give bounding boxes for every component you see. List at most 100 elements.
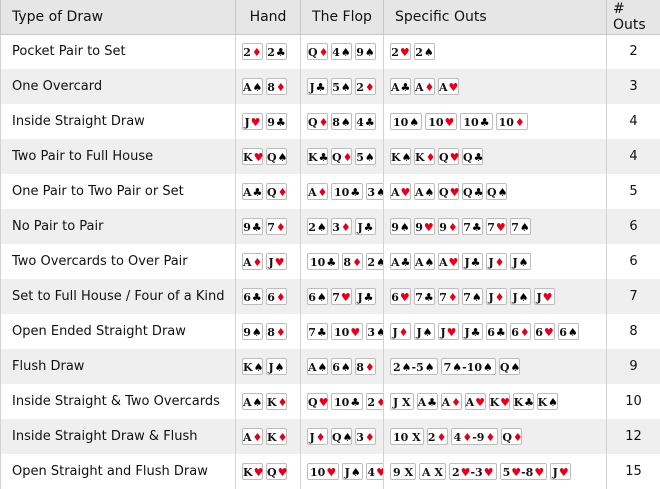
outs-cards: 6♥ 7♣ 7♦ 7♠ J♦ J♠ J♥ bbox=[383, 279, 607, 314]
header-row: Type of Draw Hand The Flop Specific Outs… bbox=[0, 0, 660, 35]
playing-card: J♦ bbox=[486, 288, 507, 305]
playing-card: A♣ bbox=[416, 393, 438, 410]
table-row: Flush Draw K♠ J♠ A♠ 6♠ 8♦ 2♠-5♠ 7♠-10♠ Q♠ 9 bbox=[0, 349, 660, 384]
table-row: Set to Full House / Four of a Kind 6♣ 6♦ 6♠… bbox=[0, 279, 660, 314]
outs-count: 3 bbox=[606, 69, 660, 104]
draw-type: Flush Draw bbox=[0, 349, 236, 384]
playing-card: 6♥ bbox=[390, 288, 411, 305]
playing-card: 2♦ bbox=[242, 43, 263, 61]
playing-card: 7♣ bbox=[414, 288, 435, 305]
hand-cards: K♥ Q♠ bbox=[235, 139, 301, 174]
playing-card: K♥ bbox=[242, 148, 263, 165]
flop-cards: 2♠ 3♦ J♣ bbox=[300, 209, 384, 244]
outs-cards: A♣ A♦ A♥ bbox=[383, 69, 607, 104]
outs-count: 6 bbox=[606, 209, 660, 244]
outs-count: 7 bbox=[606, 279, 660, 314]
playing-card: K♠ bbox=[536, 393, 558, 410]
playing-card: J♣ bbox=[462, 323, 483, 340]
playing-card: 7♣ bbox=[307, 323, 328, 340]
playing-card: J♦ bbox=[307, 428, 328, 445]
playing-card: A♦ bbox=[242, 253, 263, 270]
playing-card: 10♣ bbox=[460, 113, 493, 130]
flop-cards: 10♥J♠4♥ bbox=[300, 454, 384, 489]
playing-card: 5♠ bbox=[355, 148, 376, 165]
outs-count: 5 bbox=[606, 174, 660, 209]
header-hand: Hand bbox=[235, 0, 301, 35]
playing-card: Q♥ bbox=[438, 148, 459, 165]
playing-card: 10♣ bbox=[307, 253, 340, 270]
playing-card: 6♣ bbox=[242, 288, 263, 305]
playing-card: Q♦ bbox=[307, 113, 328, 130]
playing-card: Q♥ bbox=[307, 393, 328, 410]
draw-type: Two Pair to Full House bbox=[0, 139, 236, 174]
playing-card: A♥ bbox=[464, 393, 486, 410]
playing-card: K♦ bbox=[266, 393, 287, 410]
playing-card: J♦ bbox=[486, 253, 507, 270]
playing-card: K♣ bbox=[307, 148, 328, 165]
playing-card: A♥ bbox=[438, 253, 459, 270]
playing-card: K♠ bbox=[390, 148, 411, 165]
hand-cards: 2♦ 2♣ bbox=[235, 34, 301, 69]
wildcard-card: 10 X bbox=[390, 428, 424, 445]
playing-card: 2♦ bbox=[426, 428, 448, 445]
table-row: No Pair to Pair 9♣ 7♦ 2♠ 3♦ J♣ 9♠ 9♥ 9♦ 7♣ 7♥ 7♠ 6 bbox=[0, 209, 660, 244]
playing-card: 2♦ bbox=[355, 78, 376, 95]
playing-card: 6♥ bbox=[534, 323, 555, 340]
playing-card: 7♠ bbox=[462, 288, 483, 305]
card-range: 5♥-8♥ bbox=[499, 463, 548, 480]
draw-type: No Pair to Pair bbox=[0, 209, 236, 244]
hand-cards: 9♠ 8♦ bbox=[235, 314, 301, 349]
playing-card: 3♠ bbox=[366, 183, 383, 200]
hand-cards: K♥ Q♥ bbox=[235, 454, 301, 489]
playing-card: K♥ bbox=[488, 393, 510, 410]
outs-count: 15 bbox=[606, 454, 660, 489]
outs-cards: A♥ A♠ Q♥ Q♣ Q♠ bbox=[383, 174, 607, 209]
table-row: One Overcard A♠ 8♦ J♣ 5♠ 2♦ A♣ A♦ A♥ 3 bbox=[0, 69, 660, 104]
outs-cards: K♠ K♦ Q♥ Q♣ bbox=[383, 139, 607, 174]
playing-card: 7♥ bbox=[486, 218, 507, 235]
playing-card: 2♠ bbox=[366, 253, 383, 270]
outs-count: 4 bbox=[606, 104, 660, 139]
table-row: Inside Straight Draw J♥ 9♣ Q♦ 8♠ 4♣ 10♠ 10♥ 10♣ 1… bbox=[0, 104, 660, 139]
playing-card: 4♣ bbox=[355, 113, 376, 130]
playing-card: J♥ bbox=[438, 323, 459, 340]
playing-card: 9♠ bbox=[390, 218, 411, 235]
playing-card: 10♥ bbox=[331, 323, 364, 340]
playing-card: 10♥ bbox=[425, 113, 458, 130]
outs-cards: J X A♣ A♦ A♥ K♥ K♣ K♠ bbox=[383, 384, 607, 419]
playing-card: A♠ bbox=[414, 183, 435, 200]
playing-card: A♥ bbox=[390, 183, 411, 200]
hand-cards: K♠ J♠ bbox=[235, 349, 301, 384]
playing-card: 9♣ bbox=[266, 113, 287, 130]
playing-card: Q♦ bbox=[307, 43, 328, 61]
flop-cards: 6♠ 7♥ J♣ bbox=[300, 279, 384, 314]
playing-card: 10♣ bbox=[331, 393, 364, 410]
playing-card: 8♦ bbox=[266, 78, 287, 95]
hand-cards: J♥ 9♣ bbox=[235, 104, 301, 139]
outs-cards: 9♠ 9♥ 9♦ 7♣ 7♥ 7♠ bbox=[383, 209, 607, 244]
outs-cards: 2♠-5♠ 7♠-10♠ Q♠ bbox=[383, 349, 607, 384]
playing-card: J♥ bbox=[242, 113, 263, 130]
playing-card: Q♥ bbox=[438, 183, 459, 200]
draw-type: Inside Straight Draw & Flush bbox=[0, 419, 236, 454]
outs-count: 9 bbox=[606, 349, 660, 384]
outs-cards: J♦ J♠ J♥ J♣ 6♣ 6♦ 6♥ 6♠ bbox=[383, 314, 607, 349]
playing-card: K♣ bbox=[512, 393, 534, 410]
wildcard-card: J X bbox=[390, 393, 414, 410]
playing-card: 6♦ bbox=[510, 323, 531, 340]
playing-card: 6♦ bbox=[266, 288, 287, 305]
draw-type: One Pair to Two Pair or Set bbox=[0, 174, 236, 209]
playing-card: Q♦ bbox=[266, 183, 287, 200]
playing-card: 2♠ bbox=[307, 218, 328, 235]
playing-card: Q♠ bbox=[498, 358, 520, 375]
playing-card: J♠ bbox=[414, 323, 435, 340]
playing-card: 10♦ bbox=[495, 113, 528, 130]
flop-cards: J♣ 5♠ 2♦ bbox=[300, 69, 384, 104]
flop-cards: 10♣8♦2♠ bbox=[300, 244, 384, 279]
playing-card: Q♥ bbox=[266, 463, 287, 480]
playing-card: 7♠ bbox=[510, 218, 531, 235]
playing-card: Q♠ bbox=[486, 183, 507, 200]
playing-card: 7♦ bbox=[438, 288, 459, 305]
card-range: 4♦-9♦ bbox=[450, 428, 499, 445]
